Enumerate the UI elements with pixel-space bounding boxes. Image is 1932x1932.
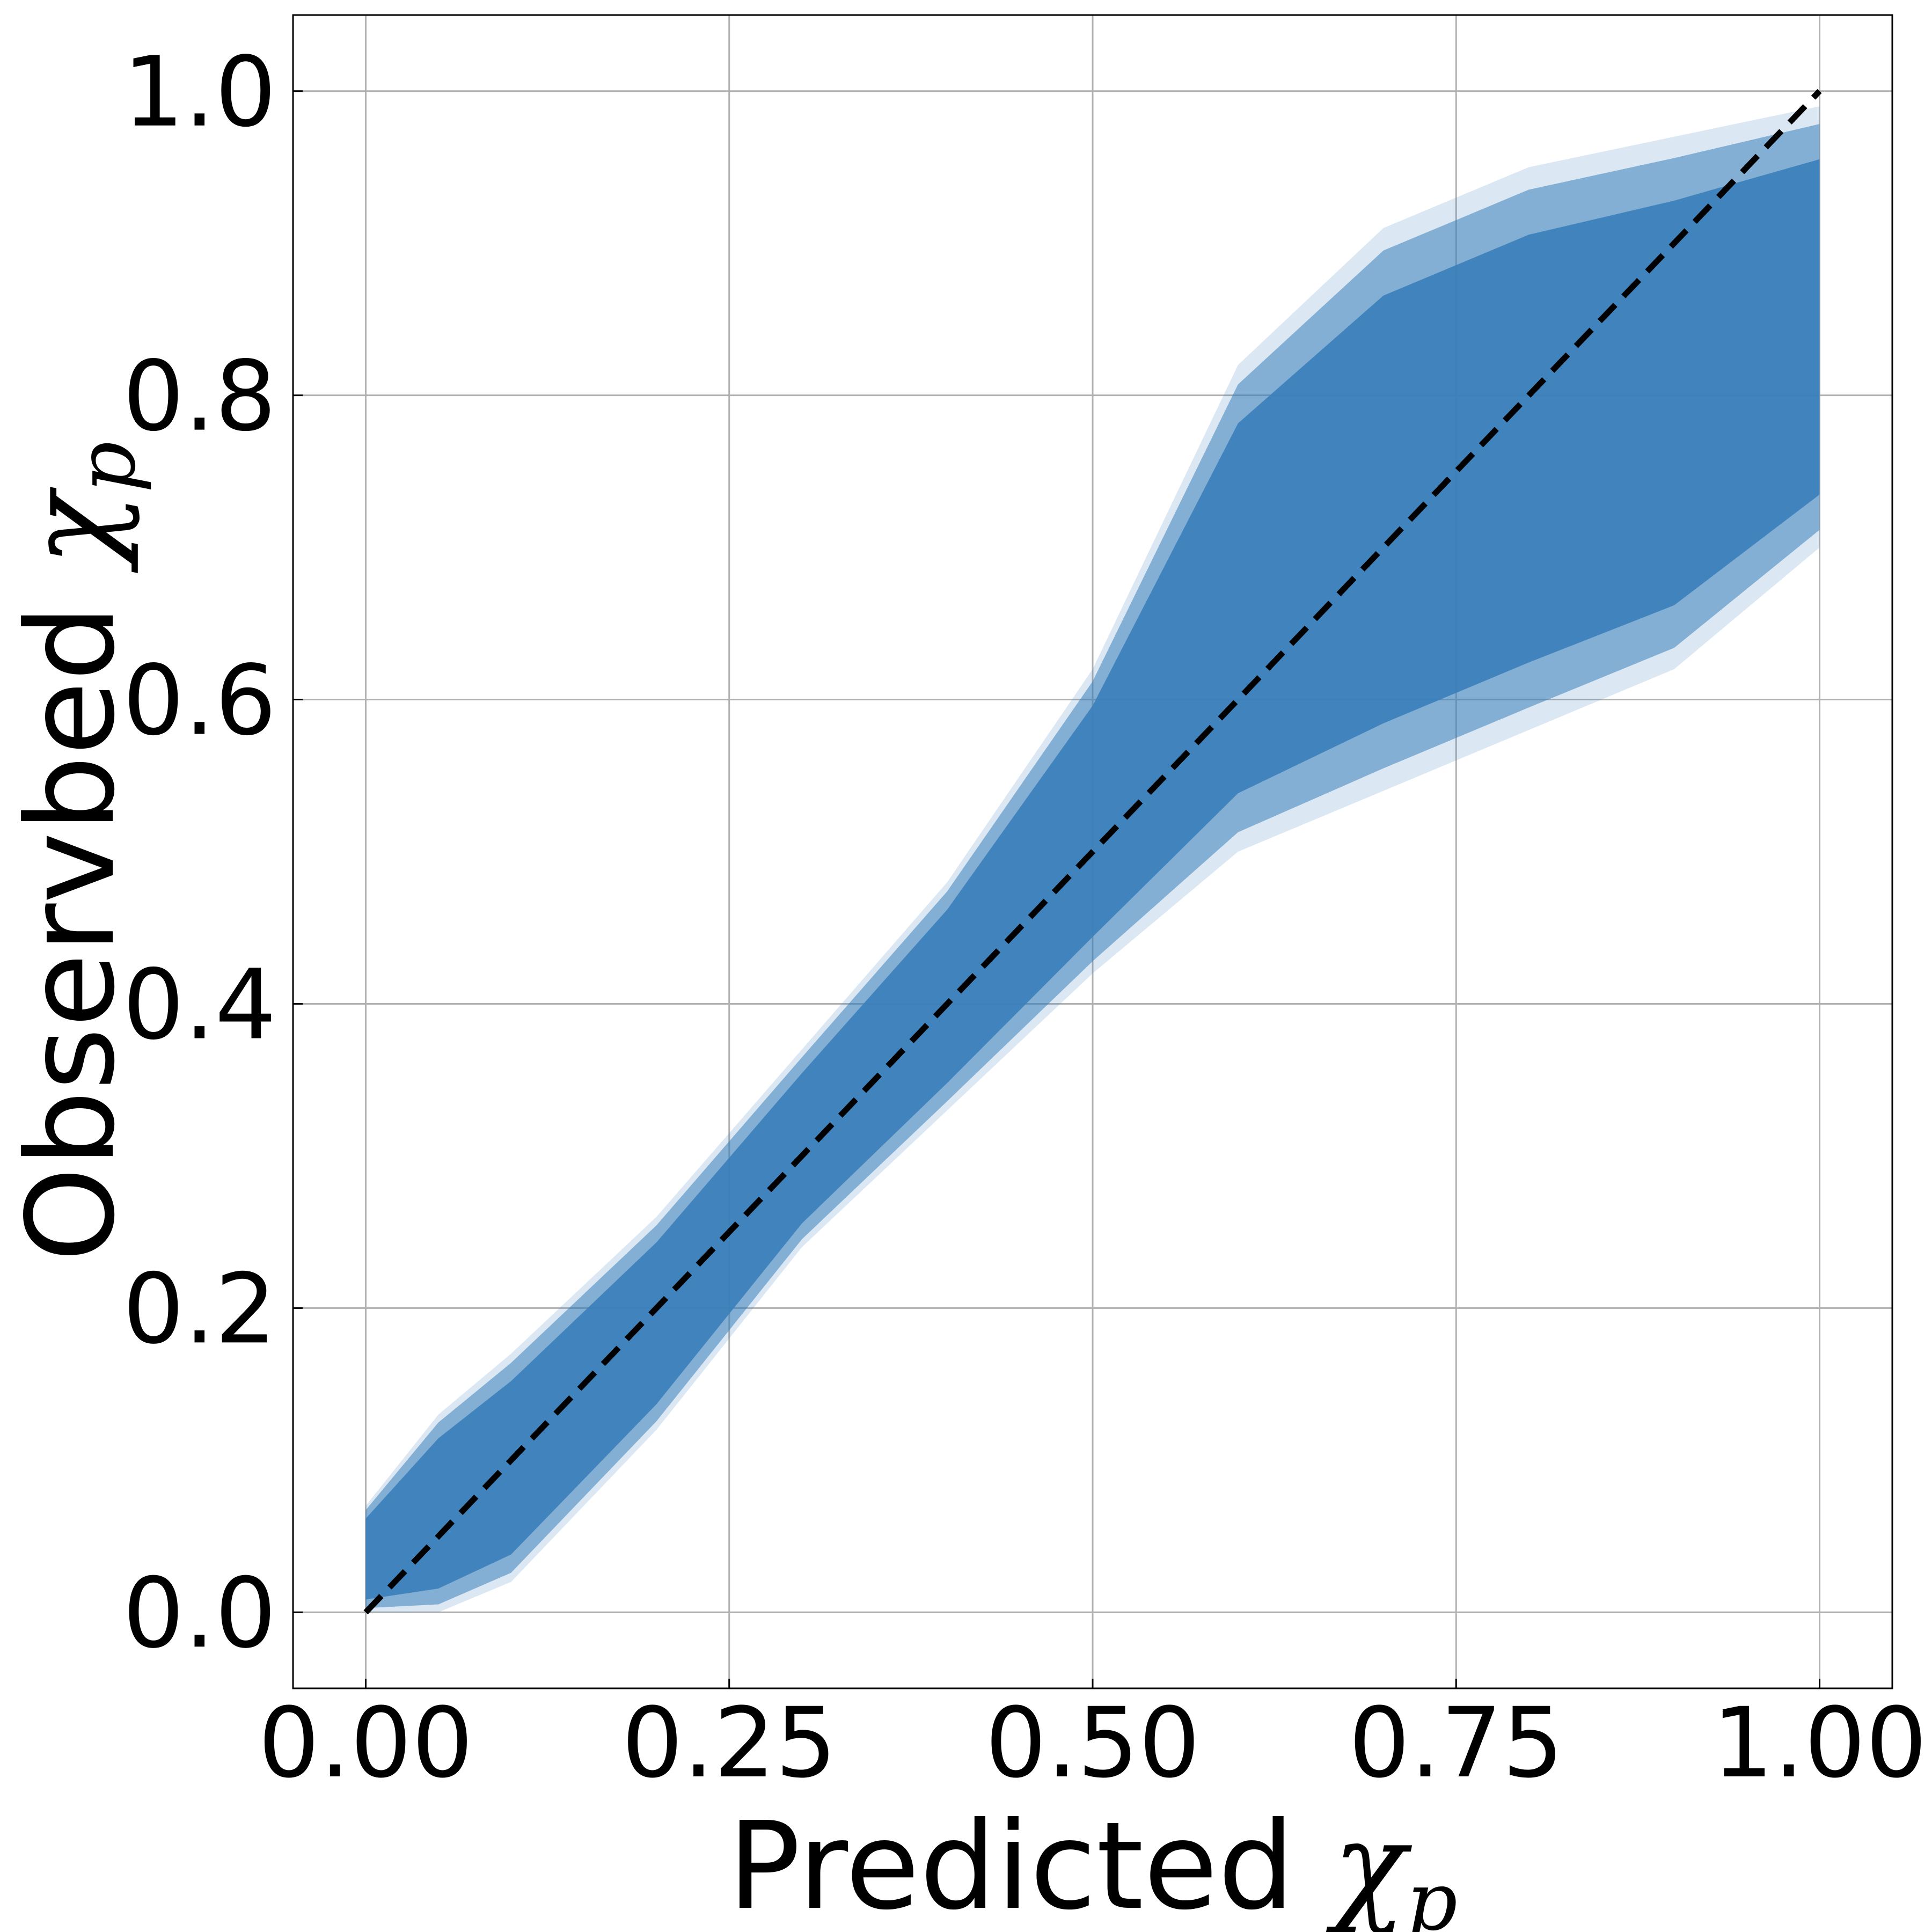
diagonal-line <box>363 89 1822 1615</box>
y-tick-label-1: 0.2 <box>123 1253 276 1365</box>
x-tick-label-3: 0.75 <box>1349 1687 1564 1799</box>
y-tick-label-2: 0.4 <box>123 949 276 1061</box>
y-tick-label-5: 1.0 <box>123 36 276 149</box>
x-tick-label-4: 1.00 <box>1712 1687 1927 1799</box>
x-axis-ticks: 0.00 0.25 0.50 0.75 1.00 <box>258 1679 1927 1799</box>
y-axis-label-subscript: p <box>60 441 153 493</box>
x-axis-label-subscript: p <box>1406 1855 1458 1932</box>
band-mid <box>365 123 1820 1608</box>
y-axis-label: Observbed χp <box>1 441 153 1262</box>
y-axis-ticks: 0.0 0.2 0.4 0.6 0.8 1.0 <box>123 36 303 1670</box>
x-axis-label: Predicted χp <box>728 1796 1458 1932</box>
y-tick-label-0: 0.0 <box>123 1557 276 1670</box>
x-axis-label-text: Predicted <box>728 1796 1294 1932</box>
y-tick-label-3: 0.6 <box>123 645 276 757</box>
y-axis-label-symbol: χ <box>1 487 142 574</box>
y-tick-label-4: 0.8 <box>123 341 276 453</box>
perfect-calibration-line <box>363 89 1822 1615</box>
x-tick-label-2: 0.50 <box>985 1687 1201 1799</box>
x-axis-label-symbol: χ <box>1326 1796 1413 1932</box>
y-axis-label-text: Observbed <box>1 604 142 1262</box>
x-tick-label-1: 0.25 <box>621 1687 837 1799</box>
x-tick-label-0: 0.00 <box>258 1687 473 1799</box>
